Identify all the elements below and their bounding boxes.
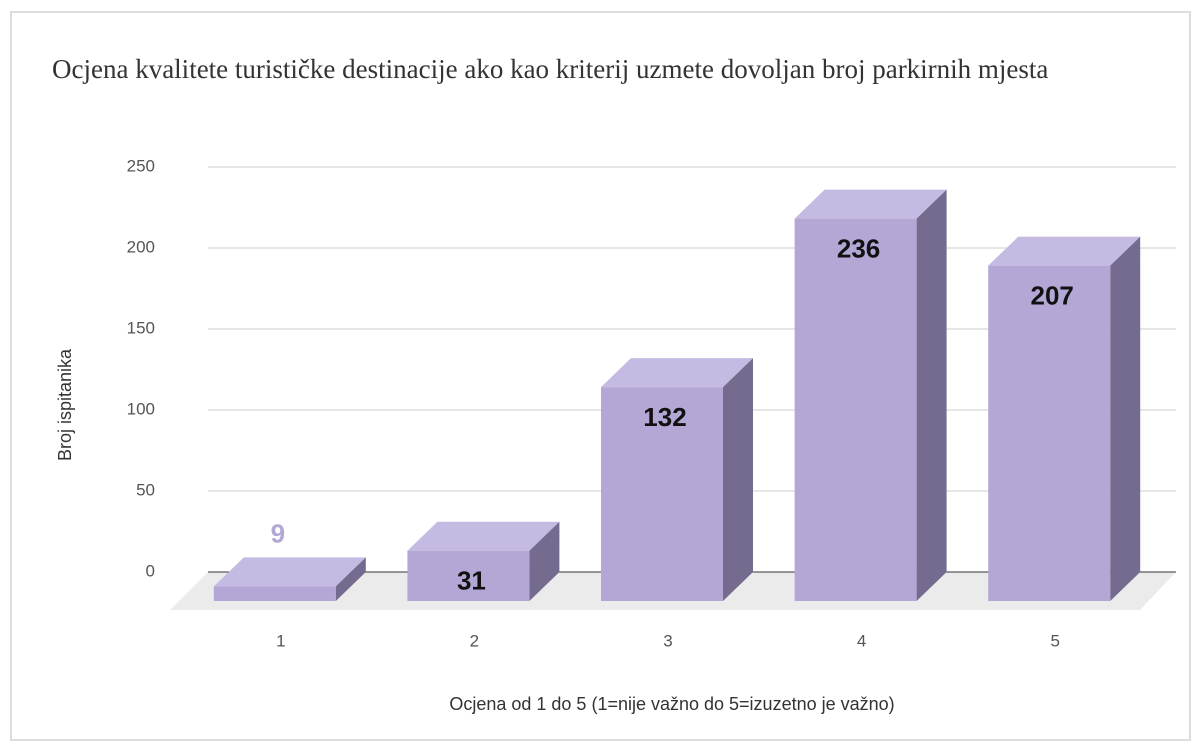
bar-top bbox=[794, 189, 947, 219]
y-tick-label: 250 bbox=[127, 156, 155, 175]
bar-side bbox=[916, 189, 947, 601]
bar-front bbox=[213, 586, 336, 601]
bar bbox=[601, 358, 753, 601]
bar-side bbox=[529, 521, 560, 601]
x-axis-label: Ocjena od 1 do 5 (1=nije važno do 5=izuz… bbox=[449, 694, 894, 714]
data-label: 31 bbox=[457, 566, 486, 596]
bar-front bbox=[988, 265, 1111, 601]
y-tick-label: 150 bbox=[127, 318, 155, 337]
x-tick-label: 3 bbox=[663, 631, 672, 650]
x-tick-label: 5 bbox=[1050, 631, 1059, 650]
bar-side bbox=[1110, 236, 1141, 601]
bar-top bbox=[988, 236, 1141, 266]
bar-side bbox=[723, 358, 753, 601]
chart-title: Ocjena kvalitete turističke destinacije … bbox=[52, 54, 1049, 84]
bar-side bbox=[335, 557, 366, 601]
bar-top bbox=[601, 358, 753, 388]
data-label: 236 bbox=[837, 234, 880, 264]
y-tick-label: 0 bbox=[146, 561, 155, 580]
bar-top bbox=[407, 521, 560, 551]
title-box: Ocjena kvalitete turističke destinacije … bbox=[52, 54, 1049, 84]
bar-front bbox=[407, 550, 530, 601]
bar bbox=[988, 236, 1141, 601]
data-label: 132 bbox=[643, 402, 686, 432]
y-axis-label: Broj ispitanika bbox=[55, 348, 75, 461]
bar-front bbox=[601, 387, 723, 601]
x-tick-label: 2 bbox=[470, 631, 479, 650]
data-label: 207 bbox=[1031, 281, 1074, 311]
data-label: 9 bbox=[271, 518, 285, 548]
y-tick-label: 50 bbox=[136, 480, 155, 499]
bar-front bbox=[794, 218, 917, 601]
x-tick-label: 4 bbox=[857, 631, 866, 650]
bar bbox=[213, 557, 366, 601]
bar bbox=[794, 189, 947, 601]
x-tick-label: 1 bbox=[276, 631, 285, 650]
bar-top bbox=[213, 557, 366, 587]
y-tick-label: 200 bbox=[127, 237, 155, 256]
bar bbox=[407, 521, 560, 601]
y-tick-label: 100 bbox=[127, 399, 155, 418]
